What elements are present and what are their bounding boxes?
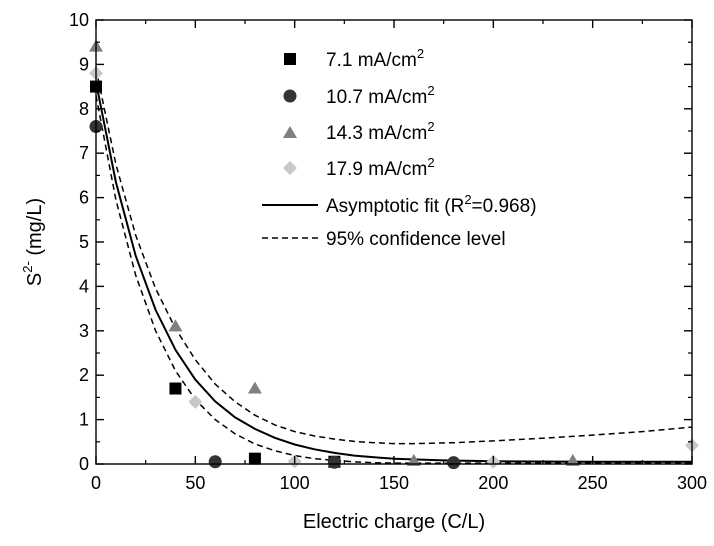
y-tick-label: 1	[79, 410, 89, 430]
y-tick-label: 2	[79, 365, 89, 385]
legend-marker-triangle	[283, 126, 297, 138]
data-point-series-1	[248, 452, 261, 465]
x-tick-label: 100	[280, 473, 310, 493]
data-point-series-2	[447, 456, 461, 470]
data-point-series-4	[188, 394, 203, 409]
legend-marker-circle	[283, 89, 297, 103]
x-tick-label: 200	[478, 473, 508, 493]
data-point-series-2	[327, 455, 341, 469]
data-markers	[89, 39, 699, 470]
legend-label-17-9: 17.9 mA/cm2	[326, 155, 435, 180]
legend-item-confidence: 95% confidence level	[262, 229, 506, 250]
y-tick-label: 3	[79, 321, 89, 341]
y-axis-title-rest: (mg/L)	[24, 198, 46, 261]
y-tick-label: 9	[79, 54, 89, 74]
axes: 0 50 100 150 200 250 300 0 1 2 3 4 5 6 7 8 9 10	[69, 10, 707, 493]
legend-item-14-3: 14.3 mA/cm2	[283, 119, 435, 144]
legend-label-14-3: 14.3 mA/cm2	[326, 119, 435, 144]
legend-marker-square	[284, 53, 296, 65]
legend-label-10-7: 10.7 mA/cm2	[326, 83, 435, 108]
data-point-series-1	[169, 382, 182, 395]
y-axis-title-sup: 2-	[20, 261, 35, 273]
x-tick-label: 0	[91, 473, 101, 493]
data-point-series-3	[565, 453, 580, 466]
x-tick-label: 150	[379, 473, 409, 493]
x-axis-title: Electric charge (C/L)	[303, 511, 485, 533]
y-tick-label: 0	[79, 454, 89, 474]
data-point-series-3	[247, 381, 262, 394]
confidence-lower-curve	[96, 95, 692, 464]
confidence-upper-curve	[96, 68, 692, 445]
x-tick-label: 50	[185, 473, 205, 493]
legend-label-7-1: 7.1 mA/cm2	[326, 46, 424, 71]
y-tick-label: 8	[79, 99, 89, 119]
y-tick-label: 6	[79, 188, 89, 208]
fit-curve	[96, 82, 692, 463]
x-tick-label: 250	[578, 473, 608, 493]
y-tick-label: 10	[69, 10, 89, 30]
y-tick-label: 7	[79, 143, 89, 163]
legend-marker-diamond	[283, 161, 297, 175]
legend-item-10-7: 10.7 mA/cm2	[283, 83, 435, 108]
fit-curves	[96, 68, 692, 464]
y-axis-title-base: S	[24, 273, 46, 286]
legend: 7.1 mA/cm2 10.7 mA/cm2 14.3 mA/cm2 17.9 …	[262, 46, 537, 250]
data-point-series-2	[208, 455, 222, 469]
data-point-series-3	[406, 453, 421, 466]
legend-label-confidence: 95% confidence level	[326, 229, 506, 250]
x-tick-label: 300	[677, 473, 707, 493]
legend-item-fit: Asymptotic fit (R2=0.968)	[262, 192, 537, 217]
legend-item-7-1: 7.1 mA/cm2	[284, 46, 424, 71]
y-axis-title: S2- (mg/L)	[20, 198, 46, 286]
legend-item-17-9: 17.9 mA/cm2	[283, 155, 435, 180]
legend-label-fit: Asymptotic fit (R2=0.968)	[326, 192, 537, 217]
y-tick-label: 5	[79, 232, 89, 252]
data-point-series-3	[168, 319, 183, 332]
y-tick-label: 4	[79, 276, 89, 296]
